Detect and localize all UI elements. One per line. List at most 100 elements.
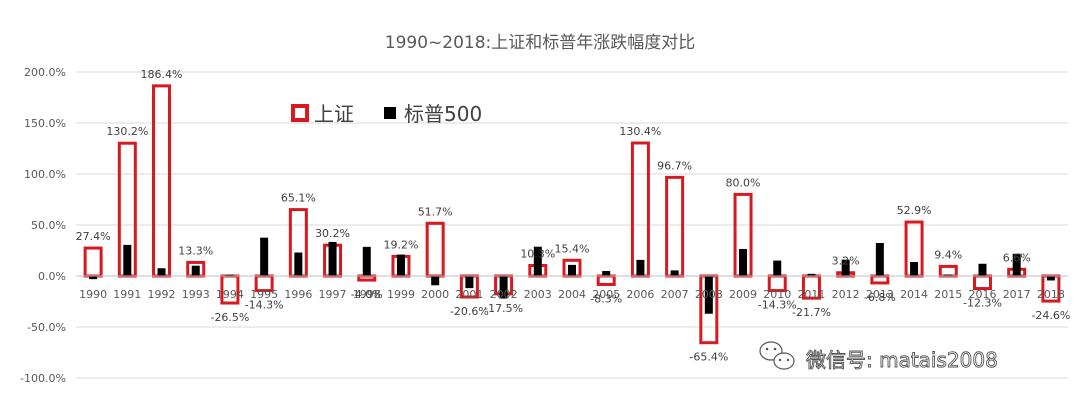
bar-sp500-2000 — [431, 276, 440, 286]
bar-sp500-2015 — [944, 274, 953, 276]
x-tick-label: 1990 — [79, 288, 107, 301]
data-label-shanghai-1999: 19.2% — [383, 238, 418, 251]
x-tick-label: 2000 — [421, 288, 449, 301]
x-tick-label: 2010 — [763, 288, 791, 301]
data-label-shanghai-2002: -17.5% — [484, 302, 523, 315]
x-tick-label: 2006 — [626, 288, 654, 301]
data-labels: 27.4%130.2%186.4%13.3%-26.5%-14.3%65.1%3… — [76, 68, 1071, 364]
y-tick-label: -50.0% — [27, 321, 66, 334]
bar-sp500-2005 — [602, 271, 611, 276]
bar-sp500-1995 — [260, 237, 269, 276]
data-label-shanghai-1992: 186.4% — [141, 68, 183, 81]
x-tick-label: 1997 — [319, 288, 347, 301]
data-label-shanghai-2017: 6.6% — [1003, 251, 1031, 264]
data-label-shanghai-2006: 130.4% — [619, 125, 661, 138]
y-tick-label: 200.0% — [24, 66, 66, 79]
x-tick-label: 2018 — [1037, 288, 1065, 301]
bar-sp500-2004 — [568, 264, 576, 276]
data-label-shanghai-2005: -8.3% — [590, 292, 622, 305]
x-tick-label: 2016 — [968, 288, 996, 301]
x-tick-label: 2012 — [832, 288, 860, 301]
x-axis-ticks: 1990 1991 1992 1993 1994 1995 1996 1997 1998 1999… — [79, 288, 1065, 301]
data-label-shanghai-2000: 51.7% — [418, 205, 453, 218]
bar-sp500-2014 — [910, 262, 919, 276]
x-tick-label: 1993 — [182, 288, 210, 301]
y-tick-label: 100.0% — [24, 168, 66, 181]
x-tick-label: 1991 — [113, 288, 141, 301]
watermark-text: 微信号: matais2008 — [806, 348, 998, 372]
data-label-shanghai-1995: -14.3% — [245, 299, 284, 312]
data-label-shanghai-2015: 9.4% — [934, 248, 962, 261]
data-label-shanghai-2009: 80.0% — [726, 176, 761, 189]
y-tick-label: -100.0% — [20, 372, 66, 385]
x-tick-label: 2017 — [1003, 288, 1031, 301]
data-label-shanghai-2018: -24.6% — [1031, 309, 1070, 322]
data-label-shanghai-1997: 30.2% — [315, 227, 350, 240]
x-tick-label: 2014 — [900, 288, 928, 301]
bar-sp500-1999 — [396, 254, 405, 276]
x-tick-label: 2009 — [729, 288, 757, 301]
bar-sp500-1990 — [89, 276, 98, 280]
bar-sp500-2010 — [773, 260, 782, 276]
data-label-shanghai-1998: -4.0% — [351, 288, 383, 301]
x-tick-label: 2002 — [490, 288, 518, 301]
bars — [83, 84, 1061, 345]
x-tick-label: 1994 — [216, 288, 244, 301]
data-label-shanghai-2010: -14.3% — [758, 299, 797, 312]
x-tick-label: 2008 — [695, 288, 723, 301]
x-tick-label: 2007 — [661, 288, 689, 301]
bar-sp500-1991 — [123, 244, 132, 276]
bar-sp500-2007 — [670, 270, 679, 276]
data-label-shanghai-2016: -12.3% — [963, 297, 1002, 310]
bar-sp500-2003 — [533, 246, 542, 276]
bar-sp500-2018 — [1046, 276, 1055, 281]
y-tick-label: 50.0% — [31, 219, 66, 232]
x-tick-label: 2005 — [592, 288, 620, 301]
x-tick-label: 2013 — [866, 288, 894, 301]
data-label-shanghai-2012: 3.2% — [832, 255, 860, 268]
data-label-shanghai-2008: -65.4% — [689, 351, 728, 364]
x-tick-label: 2003 — [524, 288, 552, 301]
chart-title: 1990~2018:上证和标普年涨跌幅度对比 — [385, 33, 696, 53]
bar-sp500-2002 — [499, 276, 508, 299]
data-label-shanghai-1994: -26.5% — [210, 311, 249, 324]
y-tick-label: 0.0% — [38, 270, 66, 283]
data-label-shanghai-2011: -21.7% — [792, 306, 831, 319]
x-tick-label: 2001 — [455, 288, 483, 301]
data-label-shanghai-2004: 15.4% — [555, 242, 590, 255]
data-label-shanghai-2007: 96.7% — [657, 159, 692, 172]
x-tick-label: 2015 — [934, 288, 962, 301]
bar-sp500-1992 — [157, 268, 166, 276]
bar-sp500-2012 — [841, 259, 850, 276]
bar-sp500-2013 — [875, 242, 884, 276]
data-label-shanghai-2013: -6.8% — [864, 291, 896, 304]
wechat-icon — [759, 341, 795, 370]
bar-sp500-2017 — [1012, 253, 1021, 276]
legend-swatch-shanghai — [291, 104, 309, 122]
legend: 上证 标普500 — [291, 102, 482, 126]
data-label-shanghai-2001: -20.6% — [450, 305, 489, 318]
x-tick-label: 1996 — [284, 288, 312, 301]
bar-sp500-2001 — [465, 276, 474, 289]
x-tick-label: 1998 — [353, 288, 381, 301]
gridlines — [76, 71, 1068, 379]
bar-sp500-1997 — [328, 241, 337, 276]
x-tick-label: 1992 — [148, 288, 176, 301]
x-tick-label: 1995 — [250, 288, 278, 301]
data-label-shanghai-2003: 10.3% — [520, 247, 555, 260]
y-axis-ticks: 200.0% 150.0% 100.0% 50.0% 0.0% -50.0% -100.0% — [20, 66, 66, 385]
bar-sp500-2006 — [636, 259, 645, 276]
bar-sp500-1996 — [294, 252, 303, 276]
x-tick-label: 2004 — [558, 288, 586, 301]
bar-sp500-1994 — [225, 274, 234, 276]
data-label-shanghai-2014: 52.9% — [897, 204, 932, 217]
bar-sp500-1993 — [191, 265, 200, 276]
legend-swatch-sp500 — [384, 107, 396, 119]
data-label-shanghai-1993: 13.3% — [178, 244, 213, 257]
data-label-shanghai-1996: 65.1% — [281, 192, 316, 205]
legend-label-shanghai: 上证 — [314, 102, 354, 126]
x-tick-label: 1999 — [387, 288, 415, 301]
data-label-shanghai-1990: 27.4% — [76, 230, 111, 243]
